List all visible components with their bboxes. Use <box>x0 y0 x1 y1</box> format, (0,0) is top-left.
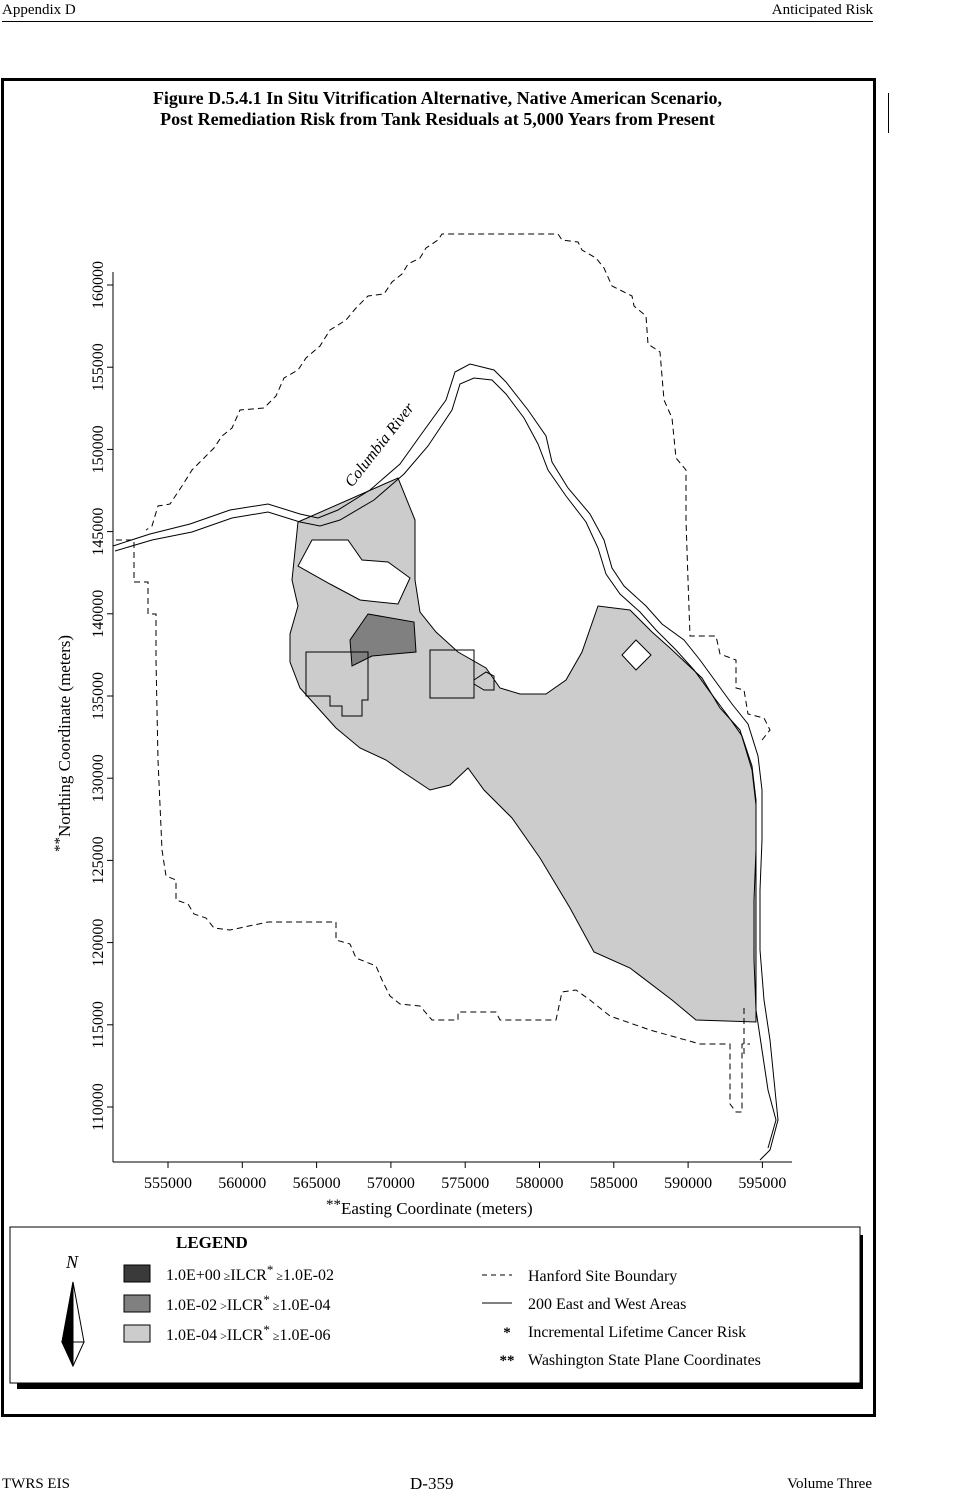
y-tick-label: 160000 <box>90 261 107 309</box>
legend-frame <box>9 1226 861 1384</box>
figure-title-line-1: Figure D.5.4.1 In Situ Vitrification Alt… <box>152 88 723 108</box>
x-tick-label: 580000 <box>516 1175 564 1192</box>
legend-swatch <box>123 1324 151 1343</box>
river-label: Columbia River <box>342 399 419 490</box>
legend-swatch <box>123 1294 151 1313</box>
y-tick-label: 110000 <box>90 1083 107 1130</box>
page-number: D-359 <box>410 1474 454 1493</box>
y-axis-ticks: 110000 115000 120000 125000 130000 135000 1400… <box>90 261 113 1131</box>
x-axis-label: **Easting Coordinate (meters) <box>326 1197 533 1218</box>
north-arrow-icon <box>61 1281 85 1368</box>
columbia-river-bank-west <box>112 363 779 1161</box>
legend-risk-label: 1.0E-02 >ILCR* ≥1.0E-04 <box>166 1292 331 1314</box>
y-tick-label: 120000 <box>90 919 107 967</box>
200-west-area-outline <box>305 651 369 717</box>
legend-line-label: Hanford Site Boundary <box>528 1268 677 1285</box>
map-area: Columbia River <box>112 233 779 1161</box>
x-tick-label: 590000 <box>664 1175 712 1192</box>
legend-risk-label: 1.0E-04 >ILCR* ≥1.0E-06 <box>166 1322 331 1344</box>
y-tick-label: 140000 <box>90 590 107 638</box>
change-bar <box>888 93 889 133</box>
legend-risk-label: 1.0E+00 ≥ILCR* ≥1.0E-02 <box>166 1262 334 1284</box>
columbia-river-bank-east <box>114 377 777 1149</box>
axes: 555000 560000 565000 570000 575000 580000 5850… <box>52 261 792 1218</box>
y-tick-label: 130000 <box>90 754 107 802</box>
x-axis-ticks: 555000 560000 565000 570000 575000 580000 5850… <box>144 1162 786 1192</box>
200-east-area-outline <box>429 649 495 699</box>
x-tick-label: 585000 <box>590 1175 638 1192</box>
header-rule <box>2 21 873 22</box>
y-tick-label: 135000 <box>90 672 107 720</box>
figure-title-line-2: Post Remediation Risk from Tank Residual… <box>160 109 715 129</box>
risk-class-legend: 1.0E+00 ≥ILCR* ≥1.0E-02 1.0E-02 >ILCR* ≥1… <box>123 1262 334 1344</box>
hanford-site-boundary <box>116 233 771 1113</box>
x-axis-label-text: Easting Coordinate (meters) <box>341 1199 533 1218</box>
y-tick-label: 155000 <box>90 343 107 391</box>
x-tick-label: 570000 <box>367 1175 415 1192</box>
page-header-right: Anticipated Risk <box>771 2 873 18</box>
y-axis-label-prefix: ** <box>52 837 68 852</box>
excluded-area-hole <box>297 539 411 605</box>
y-tick-label: 150000 <box>90 425 107 473</box>
north-label: N <box>65 1252 79 1272</box>
mid-risk-zone <box>349 613 417 667</box>
x-tick-label: 575000 <box>441 1175 489 1192</box>
x-tick-label: 595000 <box>738 1175 786 1192</box>
excluded-diamond <box>621 639 652 671</box>
page-header-left: Appendix D <box>2 2 76 18</box>
page-footer-right: Volume Three <box>787 1476 872 1492</box>
legend-swatch <box>123 1264 151 1283</box>
x-axis-label-prefix: ** <box>326 1197 341 1213</box>
legend-asterisk-symbol: ** <box>500 1353 515 1369</box>
legend-asterisk-symbol: * <box>503 1325 511 1341</box>
legend-line-label: Washington State Plane Coordinates <box>528 1352 761 1369</box>
figure-title: Figure D.5.4.1 In Situ Vitrification Alt… <box>0 88 875 130</box>
legend-line-label: Incremental Lifetime Cancer Risk <box>528 1324 746 1341</box>
x-tick-label: 555000 <box>144 1175 192 1192</box>
y-axis-label: **Northing Coordinate (meters) <box>52 635 74 852</box>
y-tick-label: 125000 <box>90 836 107 884</box>
legend-title: LEGEND <box>176 1233 248 1252</box>
legend-box: LEGEND N 1.0E+00 ≥ILCR* ≥1.0E-02 1.0E-02 … <box>9 1226 863 1389</box>
x-tick-label: 565000 <box>293 1175 341 1192</box>
x-tick-label: 560000 <box>218 1175 266 1192</box>
y-axis-label-text: Northing Coordinate (meters) <box>55 635 74 837</box>
legend-line-label: 200 East and West Areas <box>528 1296 686 1313</box>
y-tick-label: 115000 <box>90 1001 107 1048</box>
line-symbol-legend: Hanford Site Boundary 200 East and West A… <box>482 1268 761 1369</box>
figure-frame <box>1 78 876 1417</box>
page-footer-left: TWRS EIS <box>2 1476 70 1492</box>
y-tick-label: 145000 <box>90 508 107 556</box>
